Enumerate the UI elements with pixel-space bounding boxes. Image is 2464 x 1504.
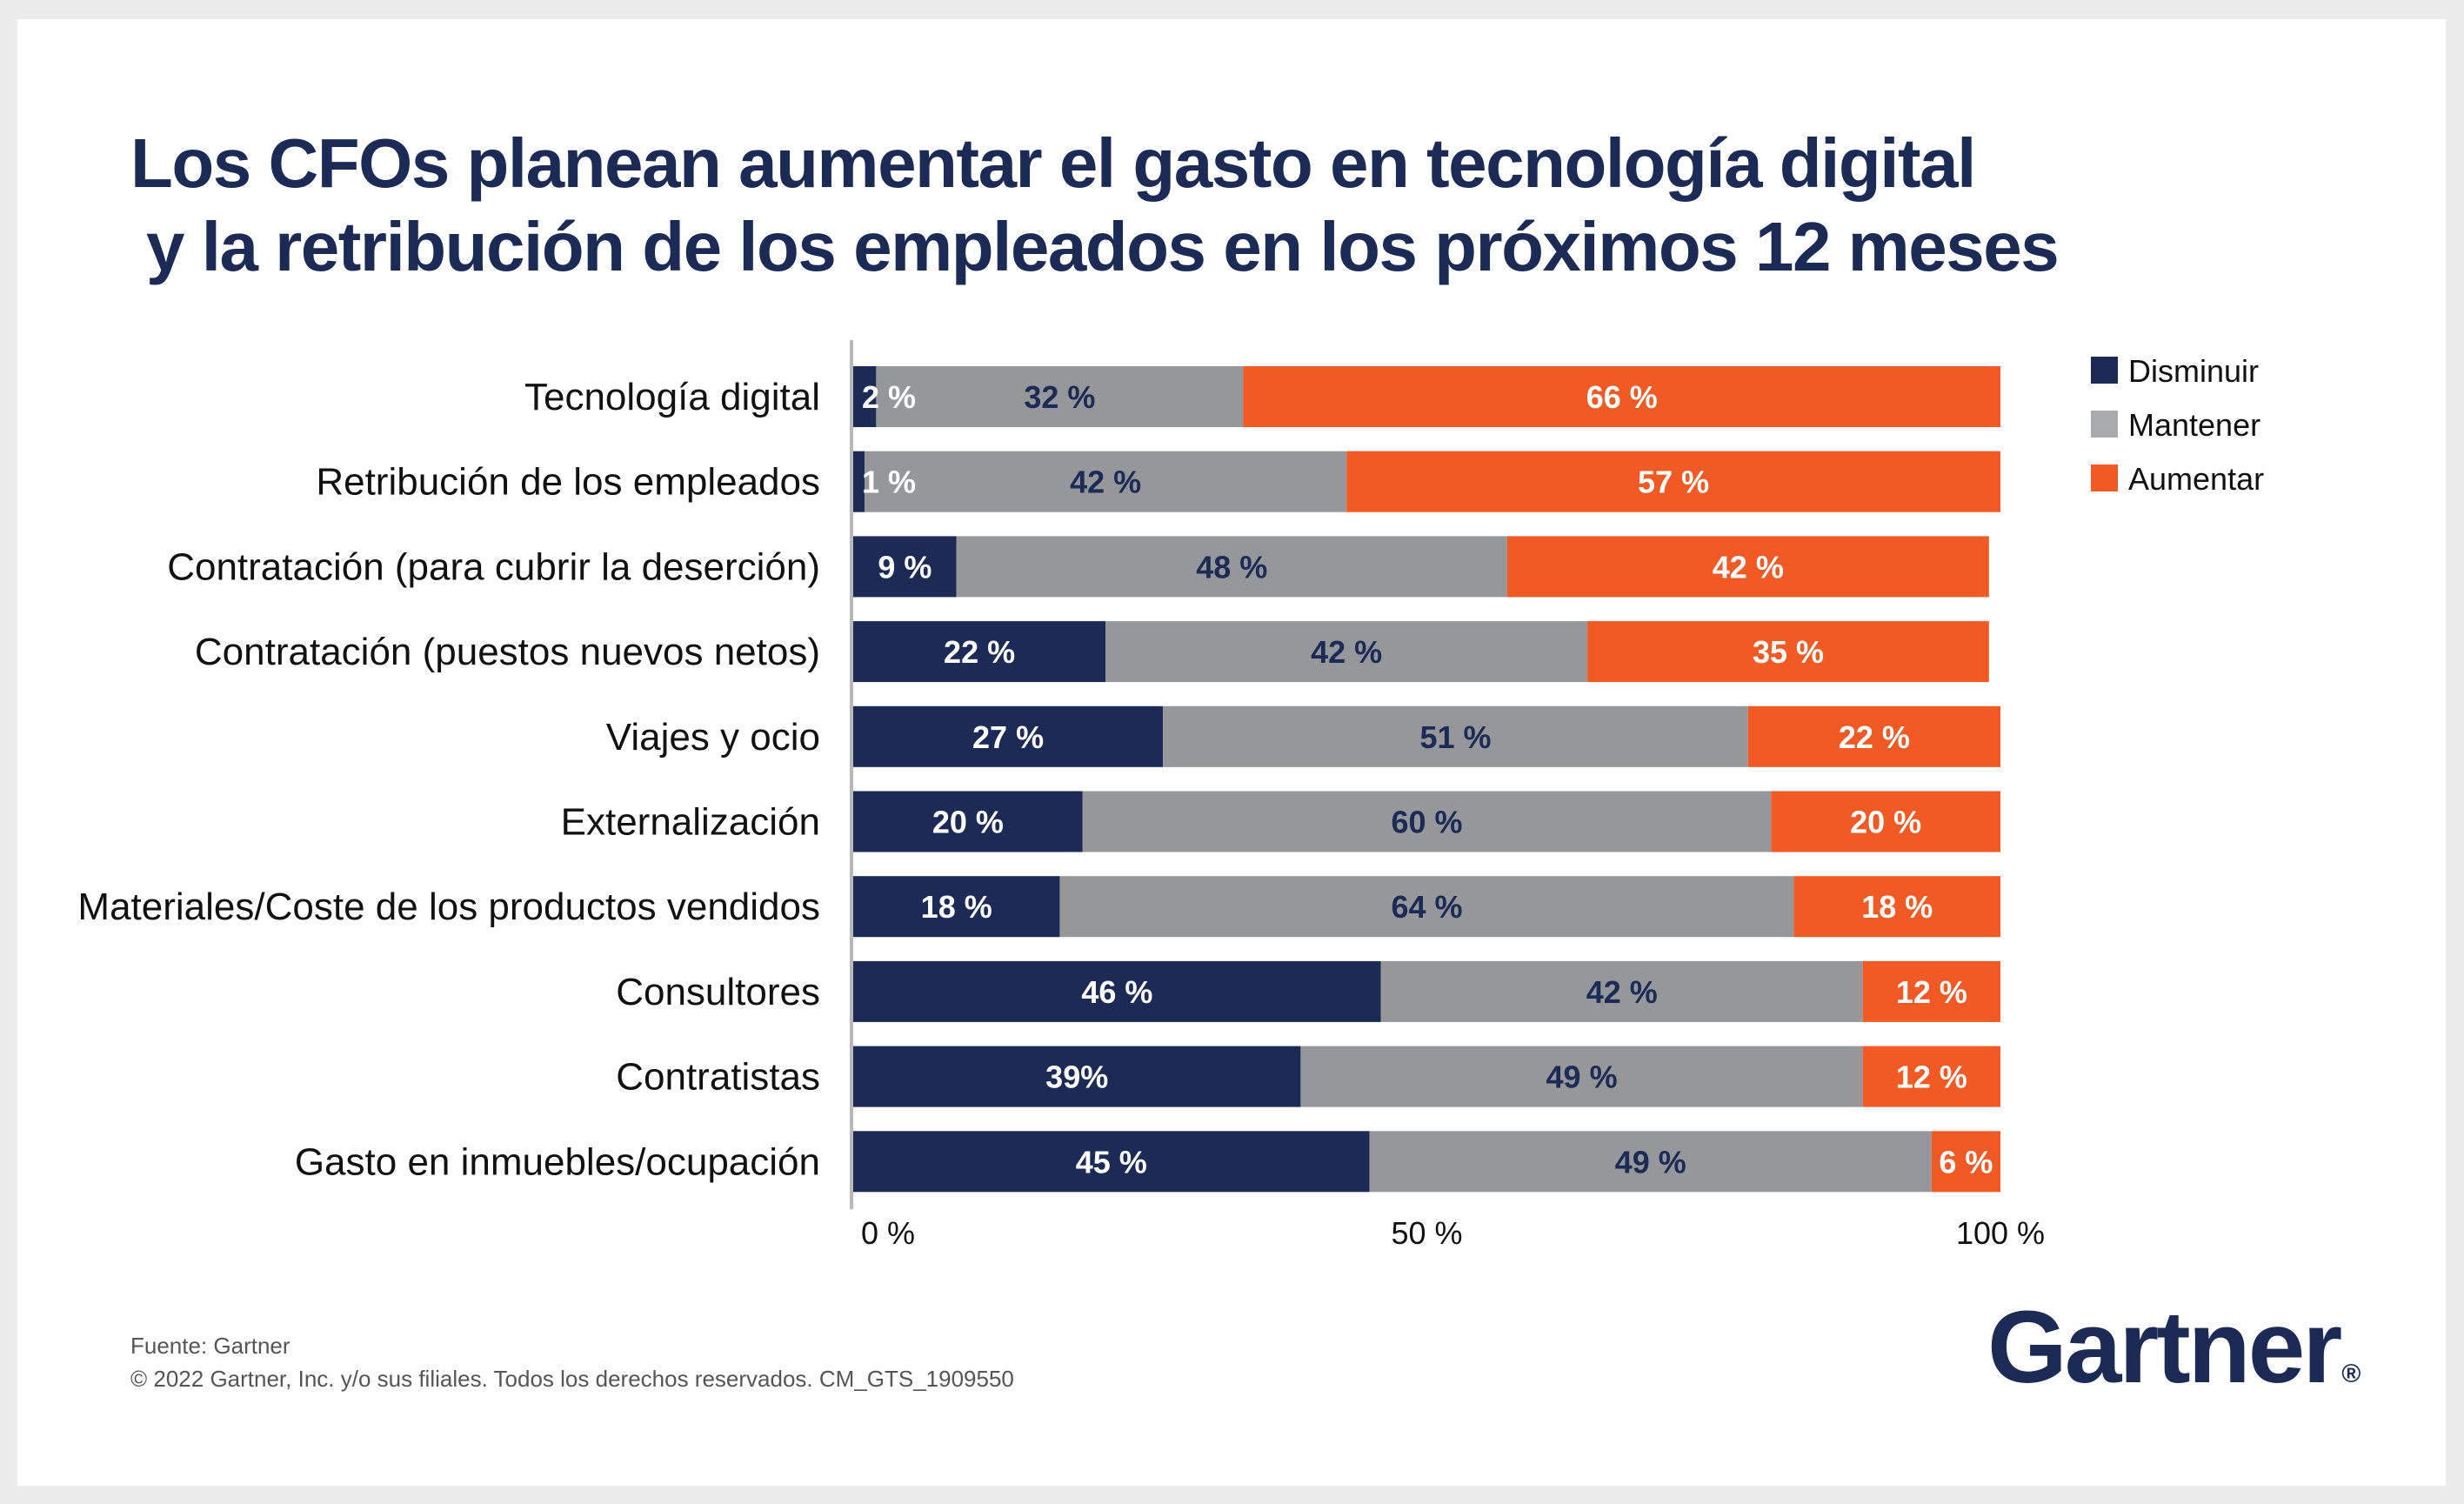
bar-segment-mantener <box>1300 1046 1863 1107</box>
value-label: 42 % <box>1586 974 1658 1010</box>
gartner-logo-text: Gartner <box>1987 1290 2342 1405</box>
value-label: 48 % <box>1196 549 1267 585</box>
bar-segment-mantener <box>1059 876 1794 938</box>
legend-swatch-mantener <box>2091 411 2118 438</box>
category-label: Contratistas <box>616 1056 820 1099</box>
category-labels: Tecnología digital Retribución de los emp… <box>77 376 820 1183</box>
bar-segment-disminuir <box>853 1131 1370 1193</box>
legend-swatch-aumentar <box>2091 465 2118 491</box>
value-label: 6 % <box>1939 1144 1993 1180</box>
value-label: 42 % <box>1311 634 1382 670</box>
value-label: 1 % <box>862 465 916 500</box>
footer-copyright: © 2022 Gartner, Inc. y/o sus filiales. T… <box>130 1366 1014 1392</box>
bar-segment-disminuir <box>853 960 1381 1022</box>
value-label: 57 % <box>1638 465 1709 500</box>
value-label: 20 % <box>1850 805 1921 840</box>
bar-segment-disminuir <box>853 1046 1301 1107</box>
x-axis: 0 % 50 % 100 % <box>850 340 2045 1251</box>
value-label: 22 % <box>944 634 1015 670</box>
bar-segment-aumentar <box>1747 705 2000 767</box>
legend-label: Mantener <box>2128 407 2260 443</box>
value-label: 9 % <box>878 549 932 585</box>
bar-segment-mantener <box>1105 621 1588 683</box>
bar-segment-aumentar <box>1346 451 2000 512</box>
chart-title-line-2: y la retribución de los empleados en los… <box>146 208 2060 285</box>
value-label: 32 % <box>1024 379 1095 415</box>
category-label: Tecnología digital <box>524 376 820 418</box>
footer-source: Fuente: Gartner <box>130 1333 290 1359</box>
value-label: 66 % <box>1586 379 1658 415</box>
legend: Disminuir Mantener Aumentar <box>2091 353 2264 497</box>
legend-label: Aumentar <box>2128 461 2264 497</box>
x-tick-label: 100 % <box>1956 1215 2045 1251</box>
value-label: 22 % <box>1839 719 1910 755</box>
bars-layer <box>853 366 2000 1193</box>
bar-segment-aumentar <box>1862 1046 2000 1107</box>
bar-segment-aumentar <box>1793 876 2000 938</box>
bar-segment-disminuir <box>853 791 1083 852</box>
bar-segment-aumentar <box>1862 960 2000 1022</box>
value-label: 2 % <box>862 379 916 415</box>
value-label: 60 % <box>1391 805 1462 840</box>
category-label: Contratación (para cubrir la deserción) <box>167 545 820 588</box>
bar-segment-mantener <box>1369 1131 1932 1193</box>
chart-title: Los CFOs planean aumentar el gasto en te… <box>130 122 2060 289</box>
bar-segment-aumentar <box>1587 621 1989 683</box>
category-label: Gasto en inmuebles/ocupación <box>295 1140 820 1183</box>
bar-segment-aumentar <box>1243 366 2000 427</box>
value-label: 39% <box>1045 1059 1108 1095</box>
bar-segment-mantener <box>876 366 1244 427</box>
bar-segment-disminuir <box>853 451 865 512</box>
value-labels: 2 % 32 % 66 % 1 % 42 % 57 % 9 % 48 % 42 % 22 % 42 … <box>862 379 1993 1180</box>
bar-segment-mantener <box>1082 791 1772 852</box>
value-label: 51 % <box>1419 719 1491 755</box>
bar-segment-mantener <box>1380 960 1863 1022</box>
bar-segment-disminuir <box>853 621 1106 683</box>
registered-mark-icon: ® <box>2341 1360 2361 1388</box>
category-label: Consultores <box>616 971 820 1013</box>
value-label: 64 % <box>1391 889 1462 925</box>
x-tick-label: 50 % <box>1391 1215 1462 1251</box>
x-tick-label: 0 % <box>861 1215 915 1251</box>
value-label: 45 % <box>1076 1144 1147 1180</box>
gartner-logo: Gartner® <box>1987 1296 2360 1426</box>
value-label: 49 % <box>1546 1059 1618 1095</box>
category-label: Materiales/Coste de los productos vendid… <box>77 886 820 928</box>
category-label: Viajes y ocio <box>606 716 820 759</box>
bar-segment-mantener <box>865 451 1347 512</box>
legend-label: Disminuir <box>2128 353 2259 389</box>
value-label: 18 % <box>921 889 992 925</box>
category-label: Retribución de los empleados <box>316 461 820 504</box>
value-label: 12 % <box>1896 974 1967 1010</box>
value-label: 27 % <box>972 719 1044 755</box>
bar-segment-disminuir <box>853 876 1060 938</box>
bar-segment-aumentar <box>1506 536 1989 598</box>
value-label: 12 % <box>1896 1059 1967 1095</box>
bar-segment-disminuir <box>853 366 877 427</box>
value-label: 18 % <box>1861 889 1933 925</box>
bar-segment-disminuir <box>853 705 1164 767</box>
bar-segment-aumentar <box>1931 1131 2000 1193</box>
legend-swatch-disminuir <box>2091 357 2118 384</box>
value-label: 20 % <box>932 805 1004 840</box>
value-label: 46 % <box>1081 974 1152 1010</box>
chart-title-line-1: Los CFOs planean aumentar el gasto en te… <box>130 124 1976 202</box>
bar-segment-mantener <box>1163 705 1748 767</box>
value-label: 35 % <box>1753 634 1824 670</box>
value-label: 49 % <box>1615 1144 1686 1180</box>
category-label: Contratación (puestos nuevos netos) <box>195 631 820 673</box>
bar-segment-mantener <box>956 536 1507 598</box>
value-label: 42 % <box>1070 465 1141 500</box>
bar-segment-aumentar <box>1771 791 2000 852</box>
bar-segment-disminuir <box>853 536 957 598</box>
category-label: Externalización <box>561 801 820 844</box>
value-label: 42 % <box>1713 549 1784 585</box>
